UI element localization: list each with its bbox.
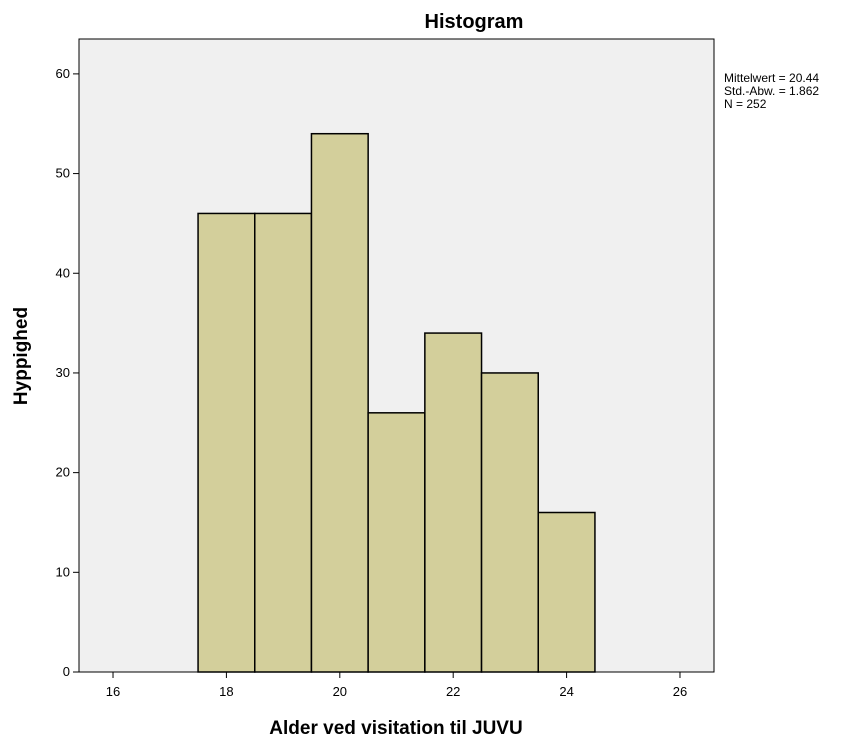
x-tick-label-22: 22 (446, 684, 460, 699)
bars-group (197, 132, 596, 673)
y-tick-label-10: 10 (56, 564, 70, 579)
x-tick-label-24: 24 (559, 684, 573, 699)
histogram-bar-22 (424, 332, 483, 673)
y-axis-label: Hyppighed (11, 307, 32, 405)
y-tick-label-40: 40 (56, 265, 70, 280)
x-tick-label-26: 26 (673, 684, 687, 699)
histogram-bar-18 (197, 212, 256, 673)
x-axis-label: Alder ved visitation til JUVU (269, 718, 522, 739)
x-tick-label-16: 16 (106, 684, 120, 699)
x-tick-label-20: 20 (333, 684, 347, 699)
histogram-bar-20 (310, 132, 369, 673)
stat-mean: Mittelwert = 20.44 (724, 71, 820, 85)
histogram-bar-19 (254, 212, 313, 673)
y-tick-label-30: 30 (56, 365, 70, 380)
stat-n: N = 252 (724, 97, 767, 111)
statistics-box: Mittelwert = 20.44 Std.-Abw. = 1.862 N =… (724, 72, 819, 111)
histogram-bar-23 (480, 372, 539, 673)
histogram-bar-24 (537, 511, 596, 673)
y-tick-label-50: 50 (56, 166, 70, 181)
x-tick-label-18: 18 (219, 684, 233, 699)
y-tick-label-20: 20 (56, 465, 70, 480)
x-axis: 16 18 20 22 24 26 (106, 672, 687, 699)
y-axis: 0 10 20 30 40 50 60 (56, 66, 79, 679)
chart-title: Histogram (425, 11, 524, 33)
stat-std-dev: Std.-Abw. = 1.862 (724, 84, 820, 98)
y-tick-label-0: 0 (63, 664, 70, 679)
histogram-bar-21 (367, 412, 426, 673)
y-tick-label-60: 60 (56, 66, 70, 81)
